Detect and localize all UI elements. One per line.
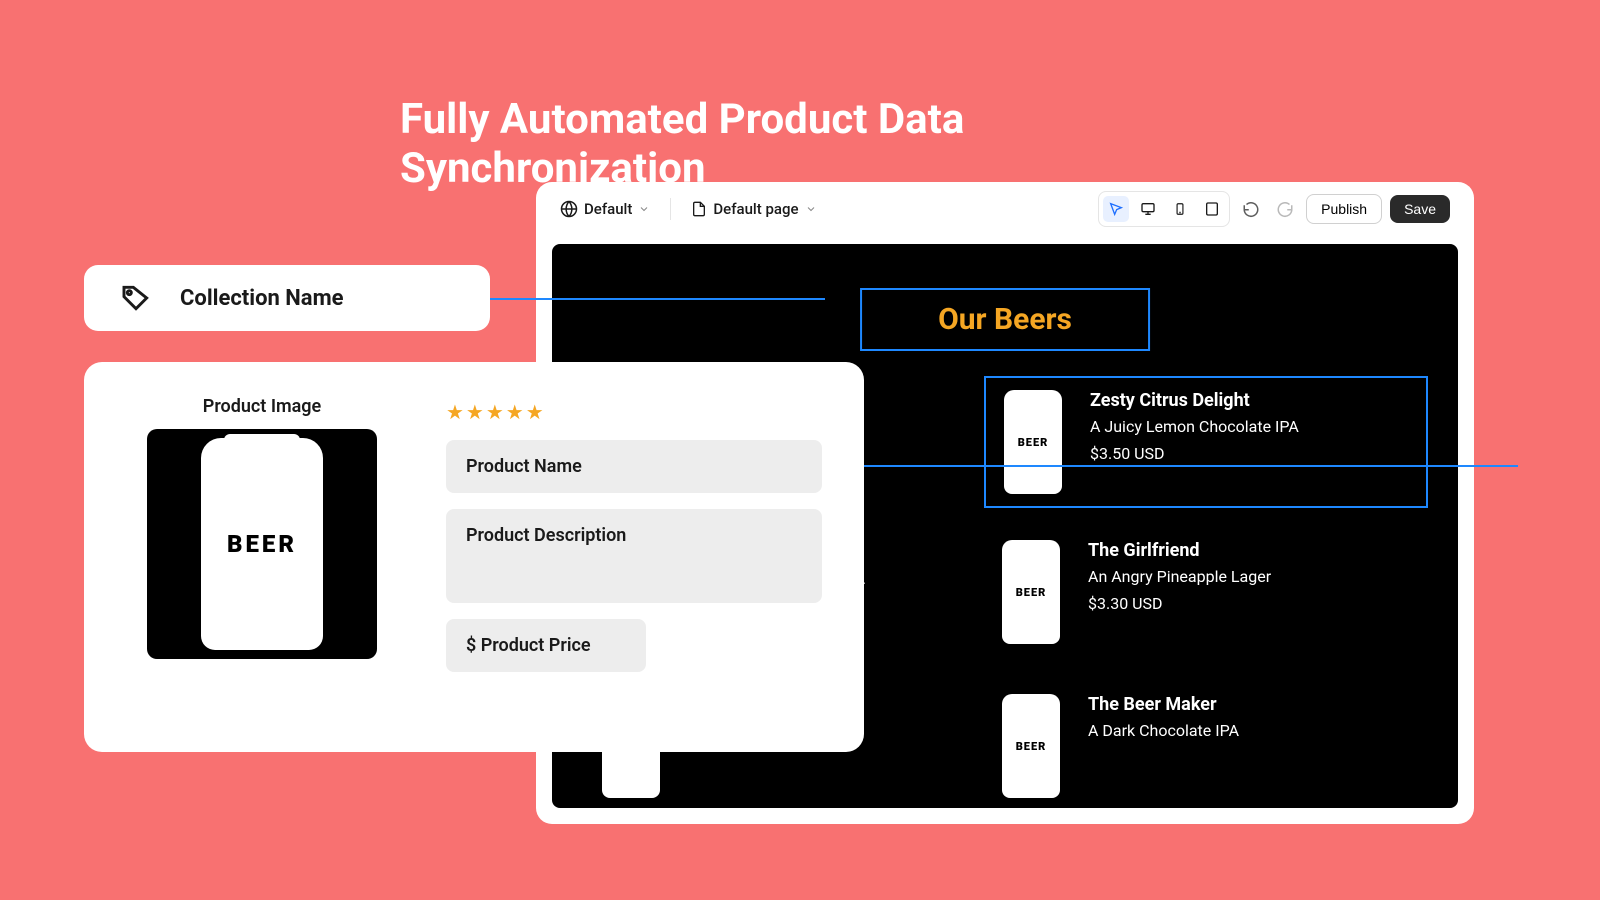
page-icon	[691, 200, 707, 218]
rating-stars: ★★★★★	[446, 400, 822, 424]
can-label: BEER	[1016, 740, 1047, 753]
tablet-icon[interactable]	[1199, 196, 1225, 222]
editor-toolbar: Default Default page	[536, 182, 1474, 236]
redo-button[interactable]	[1272, 196, 1298, 222]
connector-line	[864, 465, 1518, 467]
desktop-icon[interactable]	[1135, 196, 1161, 222]
save-button[interactable]: Save	[1390, 195, 1450, 223]
product-description-field[interactable]: Product Description	[446, 509, 822, 603]
page-selector-label: Default page	[713, 200, 798, 218]
collection-name-pill: Collection Name	[84, 265, 490, 331]
chevron-down-icon	[805, 203, 817, 215]
collection-title[interactable]: Our Beers	[860, 288, 1150, 351]
product-price-field[interactable]: $ Product Price	[446, 619, 646, 672]
product-desc: An Angry Pineapple Lager	[1088, 567, 1271, 586]
chevron-down-icon	[638, 203, 650, 215]
page-selector[interactable]: Default page	[691, 200, 816, 218]
can-graphic: BEER	[201, 438, 323, 650]
product-image: BEER	[1002, 540, 1060, 644]
product-name-field[interactable]: Product Name	[446, 440, 822, 493]
product-schema-card: Product Image BEER ★★★★★ Product Name Pr…	[84, 362, 864, 752]
product-name: Zesty Citrus Delight	[1090, 390, 1299, 411]
product-name: The Girlfriend	[1088, 540, 1271, 561]
product-item[interactable]: BEER The Beer Maker A Dark Chocolate IPA	[1002, 694, 1239, 798]
product-image: BEER	[1004, 390, 1062, 494]
device-switcher	[1098, 191, 1230, 227]
product-desc: A Juicy Lemon Chocolate IPA	[1090, 417, 1299, 436]
mobile-icon[interactable]	[1167, 196, 1193, 222]
publish-button[interactable]: Publish	[1306, 194, 1382, 224]
product-item[interactable]: BEER The Girlfriend An Angry Pineapple L…	[1002, 540, 1271, 644]
product-image-placeholder: BEER	[147, 429, 377, 659]
theme-selector-label: Default	[584, 200, 632, 218]
product-item-selected[interactable]: BEER Zesty Citrus Delight A Juicy Lemon …	[984, 376, 1428, 508]
product-image: BEER	[1002, 694, 1060, 798]
product-name: The Beer Maker	[1088, 694, 1239, 715]
hero-title: Fully Automated Product Data Synchroniza…	[400, 95, 1200, 193]
connector-line	[490, 298, 825, 300]
can-label: BEER	[227, 530, 297, 558]
globe-icon	[560, 200, 578, 218]
can-label: BEER	[1016, 586, 1047, 599]
theme-selector[interactable]: Default	[560, 200, 650, 218]
cursor-tool-icon[interactable]	[1103, 196, 1129, 222]
collection-name-label: Collection Name	[180, 286, 344, 311]
product-price: $3.30 USD	[1088, 594, 1271, 613]
toolbar-divider	[670, 198, 671, 220]
undo-button[interactable]	[1238, 196, 1264, 222]
product-image-label: Product Image	[126, 396, 398, 417]
product-desc: A Dark Chocolate IPA	[1088, 721, 1239, 740]
tag-icon	[120, 282, 152, 314]
can-label: BEER	[1018, 436, 1049, 449]
product-price: $3.50 USD	[1090, 444, 1299, 463]
